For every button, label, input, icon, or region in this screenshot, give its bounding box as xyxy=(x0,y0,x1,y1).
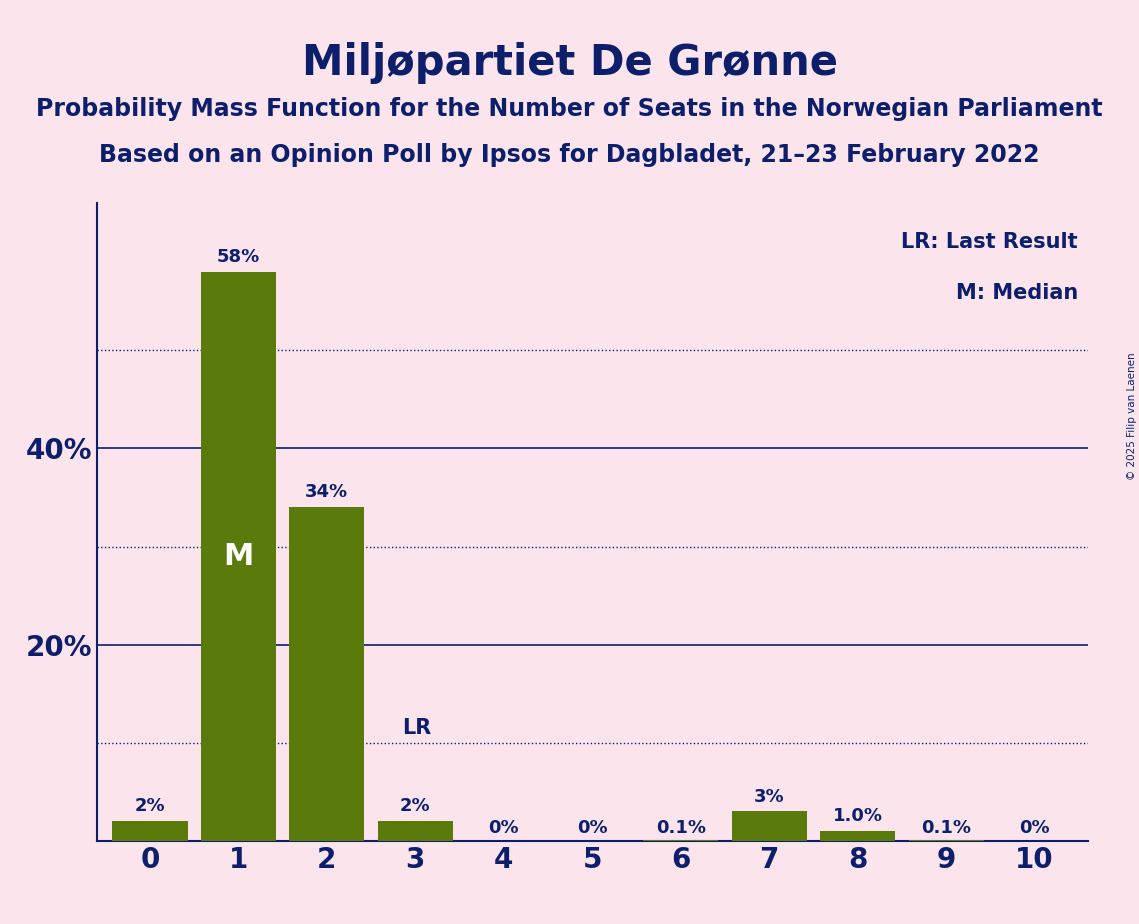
Text: 0.1%: 0.1% xyxy=(656,819,706,837)
Text: 34%: 34% xyxy=(305,483,349,502)
Text: 2%: 2% xyxy=(400,797,431,815)
Bar xyxy=(289,507,364,841)
Bar xyxy=(113,821,188,841)
Text: 1.0%: 1.0% xyxy=(833,808,883,825)
Text: Based on an Opinion Poll by Ipsos for Dagbladet, 21–23 February 2022: Based on an Opinion Poll by Ipsos for Da… xyxy=(99,143,1040,167)
Text: Miljøpartiet De Grønne: Miljøpartiet De Grønne xyxy=(302,42,837,83)
Text: 0%: 0% xyxy=(577,819,607,837)
Text: 58%: 58% xyxy=(216,248,260,266)
Bar xyxy=(820,831,895,841)
Bar xyxy=(731,811,806,841)
Bar xyxy=(644,840,719,841)
Text: 3%: 3% xyxy=(754,787,785,806)
Text: M: M xyxy=(223,541,254,571)
Text: M: Median: M: Median xyxy=(956,283,1077,303)
Text: 0%: 0% xyxy=(1019,819,1050,837)
Bar xyxy=(909,840,984,841)
Text: Probability Mass Function for the Number of Seats in the Norwegian Parliament: Probability Mass Function for the Number… xyxy=(36,97,1103,121)
Text: 0.1%: 0.1% xyxy=(921,819,972,837)
Text: LR: Last Result: LR: Last Result xyxy=(901,232,1077,252)
Text: LR: LR xyxy=(402,718,432,738)
Text: © 2025 Filip van Laenen: © 2025 Filip van Laenen xyxy=(1126,352,1137,480)
Text: 0%: 0% xyxy=(489,819,519,837)
Bar xyxy=(378,821,453,841)
Bar xyxy=(200,272,276,841)
Text: 2%: 2% xyxy=(134,797,165,815)
